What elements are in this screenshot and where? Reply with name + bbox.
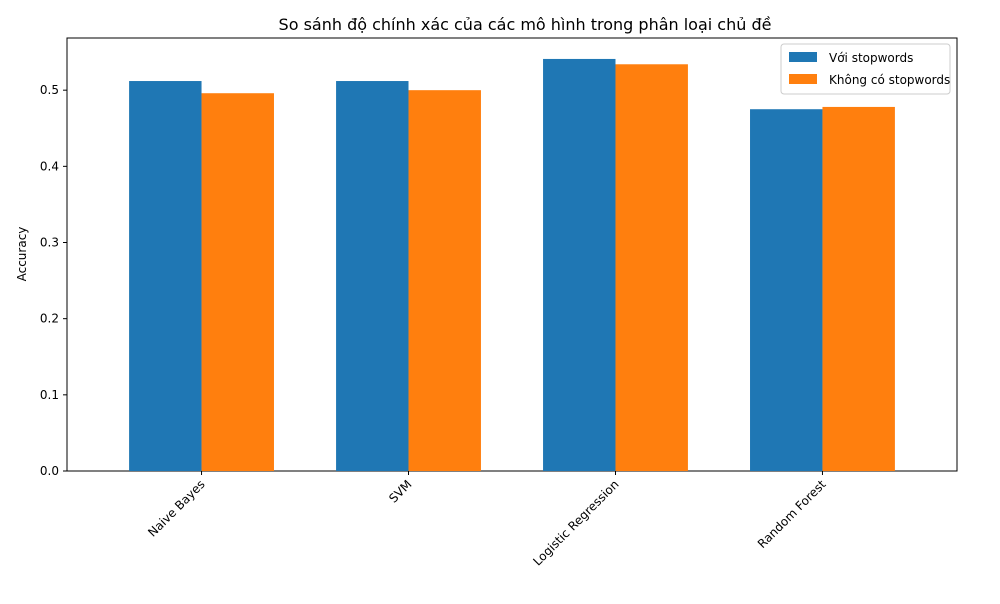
- plot-area: [66, 37, 958, 472]
- legend-swatch: [789, 52, 817, 62]
- legend-label: Không có stopwords: [829, 73, 950, 87]
- x-tick-label: Logistic Regression: [530, 477, 621, 568]
- bar-with-stopwords: [336, 81, 409, 472]
- plot-frame: [66, 37, 958, 472]
- y-tick-label: 0.5: [40, 83, 59, 97]
- y-tick-label: 0.3: [40, 236, 59, 250]
- legend: Với stopwords Không có stopwords: [780, 43, 951, 95]
- bar-without-stopwords: [822, 106, 895, 472]
- bar-with-stopwords: [543, 58, 616, 472]
- x-tick-label: Naive Bayes: [145, 477, 207, 539]
- chart-title: So sánh độ chính xác của các mô hình tro…: [279, 15, 772, 34]
- x-tick-label: Random Forest: [755, 477, 829, 551]
- bar-with-stopwords: [129, 81, 202, 472]
- x-tick-label: SVM: [386, 477, 414, 505]
- y-tick-label: 0.0: [40, 464, 59, 478]
- y-tick-label: 0.4: [40, 159, 59, 173]
- legend-label: Với stopwords: [829, 51, 913, 65]
- y-axis-label: Accuracy: [15, 227, 29, 282]
- y-tick-label: 0.1: [40, 388, 59, 402]
- bar-without-stopwords: [408, 90, 481, 471]
- bar-without-stopwords: [615, 64, 688, 472]
- legend-swatch: [789, 74, 817, 84]
- x-axis-ticks: Naive Bayes SVM Logistic Regression Random …: [145, 471, 829, 569]
- bar-without-stopwords: [201, 93, 274, 471]
- bar-with-stopwords: [750, 109, 823, 471]
- bars-group: [129, 58, 895, 472]
- y-axis-ticks: 0.0 0.1 0.2 0.3 0.4 0.5: [40, 83, 67, 478]
- y-tick-label: 0.2: [40, 312, 59, 326]
- legend-frame: [780, 43, 951, 95]
